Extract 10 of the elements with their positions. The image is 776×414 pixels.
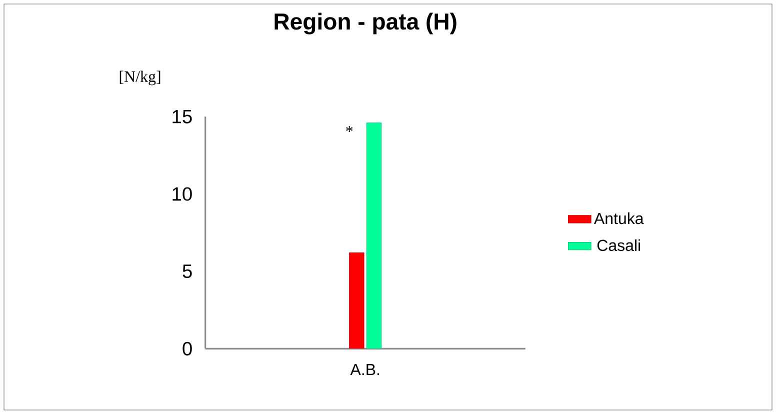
y-axis-title: [N/kg] bbox=[120, 70, 160, 86]
y-tick-label: 15 bbox=[172, 110, 192, 124]
chart-title: Region - pata (H) bbox=[274, 12, 456, 34]
y-tick-label: 0 bbox=[182, 342, 192, 356]
legend-label: Antuka bbox=[594, 212, 644, 224]
legend-label: Casali bbox=[597, 239, 640, 252]
x-tick-label: A.B. bbox=[350, 364, 380, 376]
y-tick-label: 10 bbox=[172, 187, 192, 201]
annotation: * bbox=[346, 126, 353, 132]
y-tick-label: 5 bbox=[182, 264, 192, 278]
